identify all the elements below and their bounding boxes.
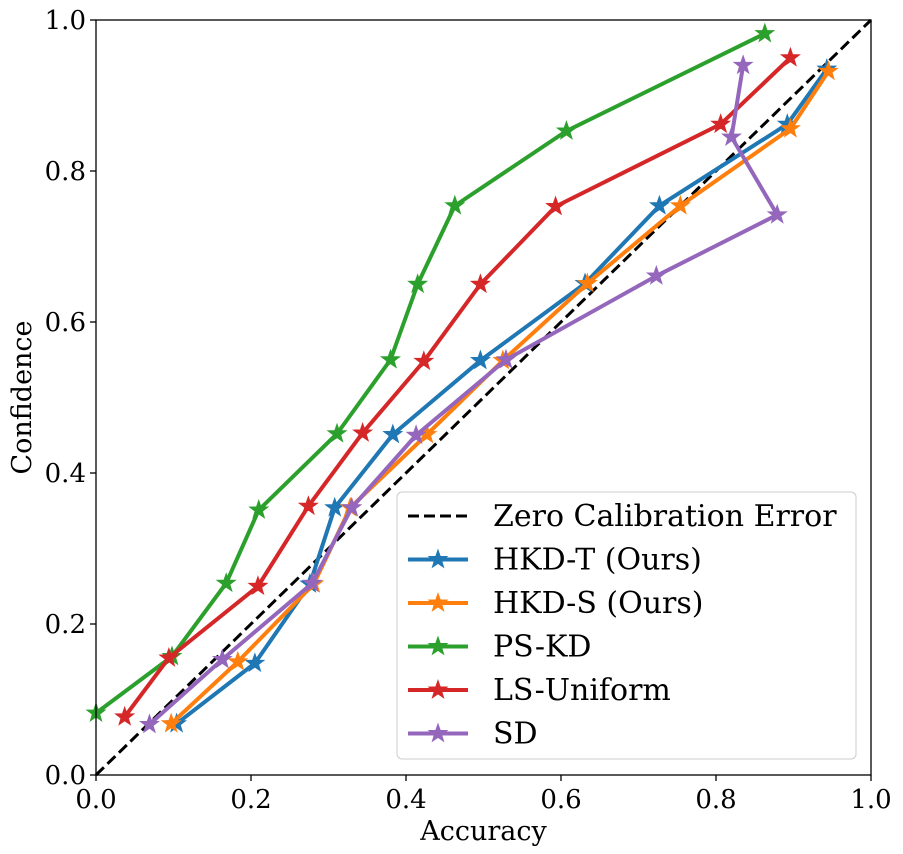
series-ls-uniform: [114, 46, 801, 726]
legend-label: HKD-S (Ours): [493, 586, 703, 621]
legend-label: PS-KD: [493, 630, 591, 665]
legend-marker: [427, 591, 449, 612]
axes-layer: 0.0 0.2 0.4 0.6 0.8 1.0 0.0 0.2 0.4 0.6 0.8 1.0: [45, 6, 892, 815]
data-point-marker: [648, 194, 670, 215]
x-tick-label: 0.6: [540, 785, 581, 815]
data-point-marker: [779, 46, 801, 67]
legend-entry: HKD-S (Ours): [408, 586, 703, 621]
legend: Zero Calibration Error HKD-T (Ours) HKD-S …: [396, 491, 857, 760]
plot-frame: [95, 19, 872, 776]
data-point-marker: [227, 650, 249, 671]
legend-entry: LS-Uniform: [408, 673, 671, 708]
y-tick-label: 0.2: [45, 610, 86, 640]
series-line: [123, 56, 792, 719]
data-point-marker: [297, 495, 319, 516]
data-point-marker: [215, 572, 237, 593]
legend-label: SD: [493, 717, 538, 752]
legend-entry: HKD-T (Ours): [408, 543, 702, 578]
data-point-marker: [248, 498, 270, 519]
legend-label: Zero Calibration Error: [493, 499, 837, 534]
data-point-marker: [301, 572, 323, 593]
x-tick-label: 0.4: [385, 785, 426, 815]
data-point-marker: [669, 194, 691, 215]
y-tick-label: 0.4: [45, 459, 86, 489]
y-axis-label: Confidence: [7, 320, 38, 474]
legend-marker: [427, 678, 449, 699]
data-point-marker: [754, 22, 776, 43]
legend-entry: SD: [408, 717, 538, 752]
legend-marker: [427, 722, 449, 743]
data-point-marker: [380, 348, 401, 369]
data-point-marker: [382, 423, 404, 444]
legend-entry: Zero Calibration Error: [408, 499, 837, 534]
data-point-marker: [555, 119, 577, 140]
data-point-marker: [779, 117, 801, 138]
data-point-marker: [341, 496, 363, 517]
data-point-marker: [469, 349, 491, 370]
series-sd: [138, 54, 788, 734]
data-point-marker: [326, 422, 348, 443]
data-point-marker: [645, 264, 667, 285]
legend-marker: [427, 635, 449, 656]
x-tick-label: 0.8: [695, 785, 736, 815]
data-point-marker: [407, 273, 429, 294]
data-point-marker: [158, 646, 180, 667]
data-point-marker: [545, 195, 567, 216]
x-tick-label: 0.0: [75, 785, 116, 815]
data-point-marker: [469, 273, 491, 294]
data-point-marker: [405, 424, 427, 445]
zero-calibration-line: [94, 18, 873, 777]
legend-entries: Zero Calibration Error HKD-T (Ours) HKD-S …: [408, 499, 837, 752]
data-point-marker: [160, 712, 182, 733]
legend-box: [396, 491, 857, 760]
legend-label: HKD-T (Ours): [493, 543, 702, 578]
series-line: [175, 67, 829, 726]
y-tick-label: 0.8: [45, 157, 86, 187]
data-point-marker: [413, 350, 435, 371]
data-point-marker: [352, 421, 374, 442]
data-point-marker: [817, 60, 839, 81]
y-tick-label: 0.6: [45, 308, 86, 338]
series-layer: [85, 22, 839, 734]
series-line: [148, 64, 780, 726]
data-point-marker: [444, 194, 466, 215]
data-point-marker: [721, 125, 742, 146]
reference-layer: [94, 18, 873, 777]
legend-label: LS-Uniform: [493, 673, 671, 708]
legend-marker: [427, 548, 449, 569]
legend-entry: PS-KD: [408, 630, 591, 665]
data-point-marker: [732, 54, 754, 75]
data-point-marker: [766, 203, 788, 224]
x-tick-label: 0.2: [230, 785, 271, 815]
y-tick-label: 1.0: [45, 6, 86, 36]
series-line: [169, 70, 831, 726]
data-point-marker: [576, 272, 598, 293]
data-point-marker: [495, 348, 517, 369]
x-axis-label: Accuracy: [419, 816, 547, 847]
data-point-marker: [247, 575, 269, 596]
data-point-marker: [244, 652, 266, 673]
series-line: [94, 31, 766, 715]
data-point-marker: [710, 113, 732, 134]
data-point-marker: [114, 705, 136, 726]
y-tick-label: 0.0: [45, 761, 86, 791]
data-point-marker: [138, 713, 160, 734]
data-point-marker: [211, 648, 233, 669]
x-tick-label: 1.0: [850, 785, 891, 815]
